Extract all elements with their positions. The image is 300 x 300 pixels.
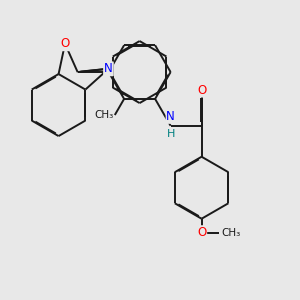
Text: CH₃: CH₃ — [94, 110, 113, 120]
Text: N: N — [166, 110, 175, 123]
Text: O: O — [197, 226, 206, 239]
Text: O: O — [60, 37, 70, 50]
Text: N: N — [104, 62, 113, 75]
Text: H: H — [167, 130, 175, 140]
Text: O: O — [197, 84, 206, 97]
Text: CH₃: CH₃ — [222, 228, 241, 238]
